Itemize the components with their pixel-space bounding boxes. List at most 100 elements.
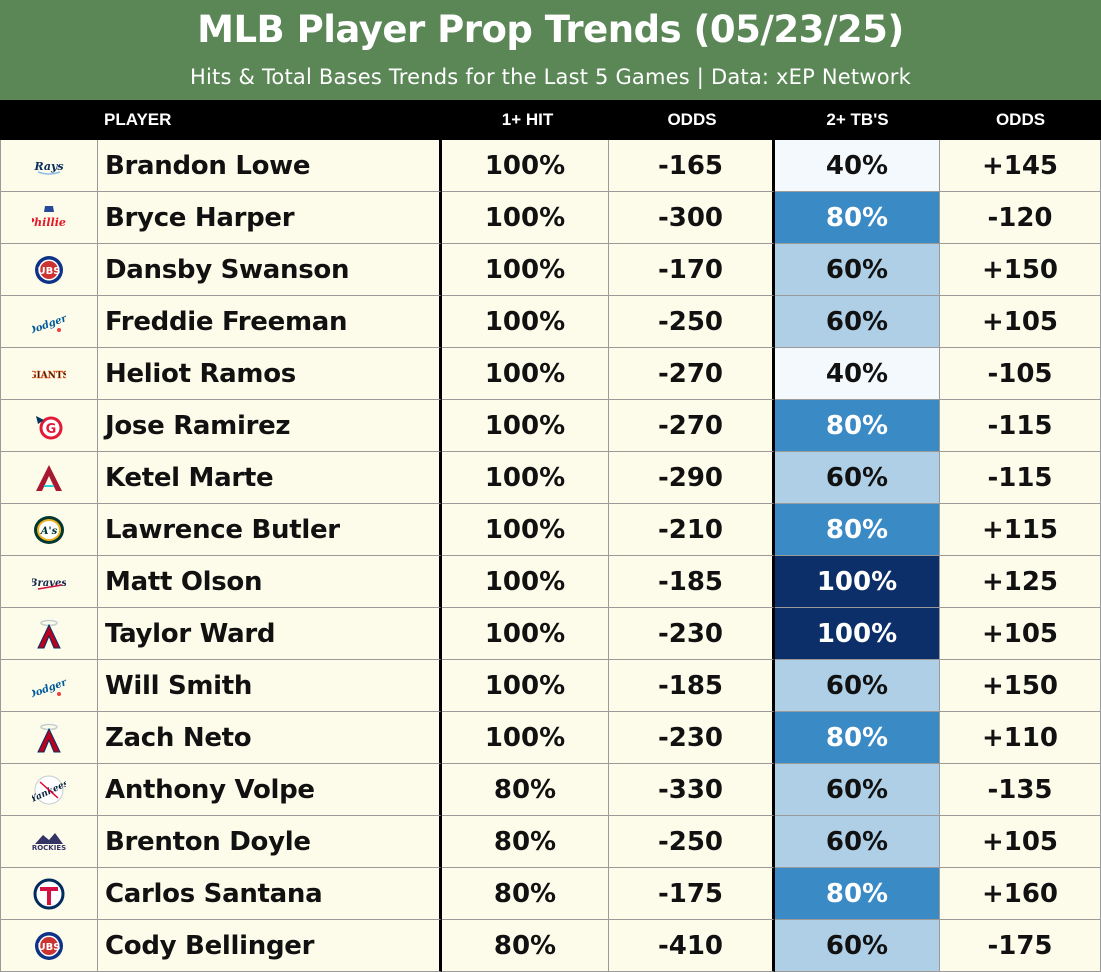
- tb-odds: -135: [940, 764, 1101, 816]
- team-logo-cell: GIANTS: [0, 348, 98, 400]
- tb-odds: +150: [940, 244, 1101, 296]
- hit-rate: 80%: [442, 920, 609, 972]
- hit-rate: 80%: [442, 816, 609, 868]
- page-subtitle: Hits & Total Bases Trends for the Last 5…: [190, 65, 911, 89]
- tb-odds: +160: [940, 868, 1101, 920]
- hit-rate: 80%: [442, 764, 609, 816]
- team-logo-cell: G: [0, 400, 98, 452]
- team-logo-cell: Yankees: [0, 764, 98, 816]
- team-logo-cell: ROCKIES: [0, 816, 98, 868]
- player-name[interactable]: Will Smith: [98, 660, 442, 712]
- player-name[interactable]: Zach Neto: [98, 712, 442, 764]
- table-header: MLB Player Prop Trends (05/23/25) Hits &…: [0, 0, 1101, 100]
- team-logo-cell: [0, 608, 98, 660]
- svg-text:Dodgers: Dodgers: [32, 675, 66, 702]
- total-bases-rate: 60%: [775, 920, 940, 972]
- player-name[interactable]: Brandon Lowe: [98, 140, 442, 192]
- hit-rate: 100%: [442, 660, 609, 712]
- player-name[interactable]: Taylor Ward: [98, 608, 442, 660]
- table-row: UBS Cody Bellinger 80% -410 60% -175: [0, 920, 1101, 972]
- tb-odds: +115: [940, 504, 1101, 556]
- tb-odds: -115: [940, 400, 1101, 452]
- dodgers-logo-icon: Dodgers: [32, 670, 66, 702]
- athletics-logo-icon: A's: [32, 514, 66, 546]
- hit-rate: 100%: [442, 244, 609, 296]
- hit-rate: 100%: [442, 452, 609, 504]
- player-name[interactable]: Freddie Freeman: [98, 296, 442, 348]
- table-row: A's Lawrence Butler 100% -210 80% +115: [0, 504, 1101, 556]
- team-logo-cell: UBS: [0, 920, 98, 972]
- total-bases-rate: 100%: [775, 556, 940, 608]
- rays-logo-icon: Rays: [32, 150, 66, 182]
- total-bases-rate: 80%: [775, 868, 940, 920]
- player-name[interactable]: Matt Olson: [98, 556, 442, 608]
- column-header-hit-odds[interactable]: ODDS: [667, 110, 717, 129]
- hit-rate: 100%: [442, 712, 609, 764]
- svg-text:GIANTS: GIANTS: [32, 371, 66, 381]
- hit-odds: -270: [609, 400, 775, 452]
- hit-odds: -170: [609, 244, 775, 296]
- hit-odds: -410: [609, 920, 775, 972]
- twins-logo-icon: [32, 878, 66, 910]
- hit-odds: -185: [609, 556, 775, 608]
- player-name[interactable]: Carlos Santana: [98, 868, 442, 920]
- player-name[interactable]: Brenton Doyle: [98, 816, 442, 868]
- hit-odds: -230: [609, 608, 775, 660]
- dodgers-logo-icon: Dodgers: [32, 306, 66, 338]
- column-header-tb-odds[interactable]: ODDS: [995, 110, 1046, 129]
- player-name[interactable]: Anthony Volpe: [98, 764, 442, 816]
- table-row: Taylor Ward 100% -230 100% +105: [0, 608, 1101, 660]
- player-name[interactable]: Cody Bellinger: [98, 920, 442, 972]
- hit-rate: 100%: [442, 608, 609, 660]
- column-header-total-bases[interactable]: 2+ TB'S: [826, 110, 889, 129]
- player-name[interactable]: Heliot Ramos: [98, 348, 442, 400]
- column-header-player[interactable]: PLAYER: [104, 110, 172, 129]
- table-row: Dodgers Will Smith 100% -185 60% +150: [0, 660, 1101, 712]
- player-name[interactable]: Jose Ramirez: [98, 400, 442, 452]
- team-logo-cell: Phillies: [0, 192, 98, 244]
- total-bases-rate: 60%: [775, 660, 940, 712]
- hit-rate: 100%: [442, 556, 609, 608]
- player-name[interactable]: Ketel Marte: [98, 452, 442, 504]
- svg-text:Braves: Braves: [32, 578, 66, 589]
- angels-logo-icon: [32, 618, 66, 650]
- svg-text:A's: A's: [40, 526, 58, 537]
- hit-rate: 100%: [442, 192, 609, 244]
- total-bases-rate: 40%: [775, 348, 940, 400]
- total-bases-rate: 80%: [775, 192, 940, 244]
- phillies-logo-icon: Phillies: [32, 202, 66, 234]
- total-bases-rate: 80%: [775, 400, 940, 452]
- tb-odds: -175: [940, 920, 1101, 972]
- table-row: Dodgers Freddie Freeman 100% -250 60% +105: [0, 296, 1101, 348]
- braves-logo-icon: Braves: [32, 566, 66, 598]
- column-header-hit[interactable]: 1+ HIT: [501, 110, 554, 129]
- table-row: Ketel Marte 100% -290 60% -115: [0, 452, 1101, 504]
- team-logo-cell: Rays: [0, 140, 98, 192]
- player-name[interactable]: Bryce Harper: [98, 192, 442, 244]
- hit-odds: -270: [609, 348, 775, 400]
- angels-logo-icon: [32, 722, 66, 754]
- total-bases-rate: 100%: [775, 608, 940, 660]
- total-bases-rate: 60%: [775, 816, 940, 868]
- team-logo-cell: Dodgers: [0, 660, 98, 712]
- player-name[interactable]: Lawrence Butler: [98, 504, 442, 556]
- svg-text:Phillies: Phillies: [32, 216, 66, 229]
- yankees-logo-icon: Yankees: [32, 774, 66, 806]
- svg-text:ROCKIES: ROCKIES: [32, 844, 66, 852]
- svg-text:Rays: Rays: [33, 160, 63, 173]
- table-row: Zach Neto 100% -230 80% +110: [0, 712, 1101, 764]
- giants-logo-icon: GIANTS: [32, 358, 66, 390]
- table-row: UBS Dansby Swanson 100% -170 60% +150: [0, 244, 1101, 296]
- team-logo-cell: [0, 868, 98, 920]
- hit-odds: -290: [609, 452, 775, 504]
- table-row: Rays Brandon Lowe 100% -165 40% +145: [0, 140, 1101, 192]
- tb-odds: -105: [940, 348, 1101, 400]
- diamondbacks-logo-icon: [32, 462, 66, 494]
- hit-rate: 80%: [442, 868, 609, 920]
- hit-rate: 100%: [442, 296, 609, 348]
- hit-odds: -300: [609, 192, 775, 244]
- player-name[interactable]: Dansby Swanson: [98, 244, 442, 296]
- tb-odds: +105: [940, 816, 1101, 868]
